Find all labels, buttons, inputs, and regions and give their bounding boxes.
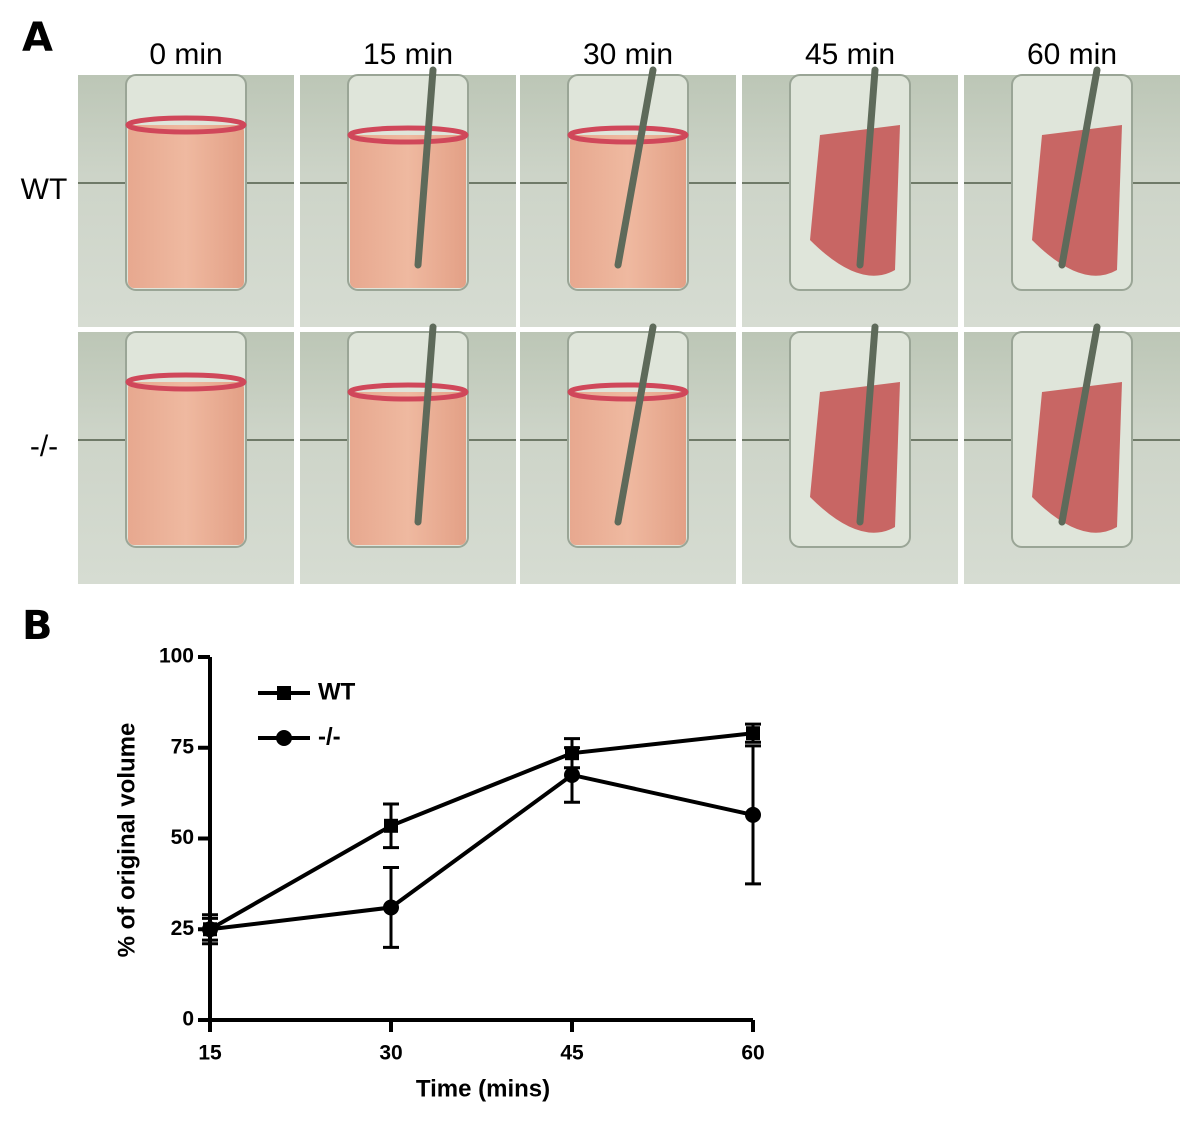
photo-grid — [78, 66, 1180, 584]
column-label: 0 min — [149, 38, 222, 71]
meniscus — [567, 125, 689, 145]
rod — [856, 66, 879, 269]
y-tick-label: 25 — [171, 917, 195, 940]
panel-label: B — [22, 603, 53, 649]
marker — [202, 921, 218, 938]
clot — [810, 382, 900, 533]
rod — [614, 323, 657, 526]
legend-marker — [277, 686, 291, 700]
meniscus — [347, 382, 469, 402]
liquid — [128, 382, 244, 545]
meniscus — [125, 115, 247, 135]
meniscus — [567, 382, 689, 402]
column-label: 60 min — [1027, 38, 1117, 71]
x-tick-label: 15 — [198, 1042, 222, 1065]
y-tick-label: 100 — [159, 645, 194, 668]
panel-label: A — [22, 15, 53, 61]
rod — [414, 66, 437, 269]
column-label: 30 min — [583, 38, 673, 71]
x-tick-label: 60 — [741, 1042, 764, 1065]
x-tick-label: 45 — [560, 1042, 584, 1065]
rod — [614, 66, 657, 269]
x-tick-label: 30 — [379, 1042, 402, 1065]
marker — [384, 818, 398, 833]
liquid — [350, 135, 466, 288]
row-label: -/- — [30, 430, 58, 463]
legend-label: WT — [318, 678, 356, 705]
clot — [810, 125, 900, 276]
marker — [564, 766, 580, 783]
y-tick-label: 0 — [182, 1008, 194, 1031]
legend-label: -/- — [318, 723, 341, 750]
x-axis-title: Time (mins) — [416, 1075, 550, 1102]
row-label: WT — [21, 173, 68, 206]
y-tick-label: 75 — [171, 735, 195, 758]
meniscus — [125, 372, 247, 392]
rod — [1058, 66, 1101, 269]
y-tick-label: 50 — [171, 826, 194, 849]
marker — [746, 726, 760, 741]
series-line — [209, 731, 754, 931]
marker — [383, 899, 399, 916]
column-label: 45 min — [805, 38, 895, 71]
marker — [745, 806, 761, 823]
y-axis-title: % of original volume — [113, 723, 140, 958]
liquid — [128, 125, 244, 288]
legend-marker — [276, 730, 292, 746]
series-line — [209, 772, 754, 932]
liquid — [350, 392, 466, 545]
rod — [1058, 323, 1101, 526]
meniscus — [347, 125, 469, 145]
column-label: 15 min — [363, 38, 453, 71]
rod — [414, 323, 437, 526]
rod — [856, 323, 879, 526]
